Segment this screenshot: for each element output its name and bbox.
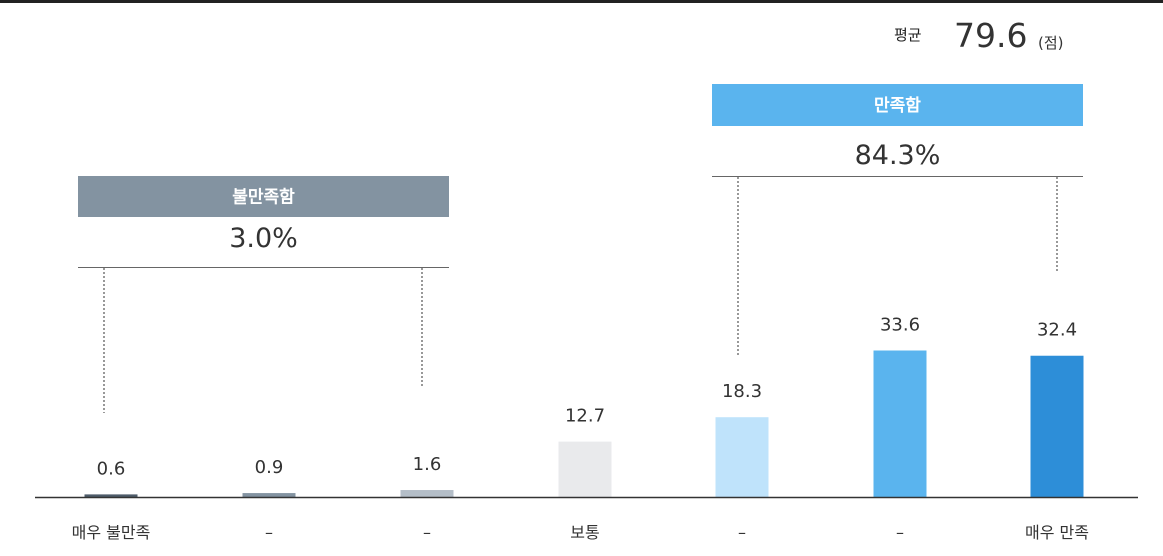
value-label-4: 12.7 [565,406,605,427]
group-percent-2: 84.3% [855,140,941,171]
group-header-1 [78,176,449,217]
bar-5 [715,417,769,497]
group-percent-1: 3.0% [229,223,298,254]
category-label-1: 매우 불만족 [72,523,151,542]
average-unit: (점) [1038,34,1064,52]
bar-1 [84,494,138,497]
category-label-6: – [896,523,904,542]
category-label-4: 보통 [570,523,599,542]
group-label-1: 불만족함 [232,187,295,208]
bar-7 [1030,355,1084,497]
category-label-3: – [423,523,431,542]
value-label-7: 32.4 [1037,320,1077,341]
average-value: 79.6 [954,16,1028,55]
bar-3 [400,490,454,497]
value-label-2: 0.9 [255,457,284,478]
bar-6 [873,350,927,497]
category-label-2: – [265,523,273,542]
bar-2 [242,493,296,497]
average-label: 평균 [894,26,922,44]
category-label-5: – [738,523,746,542]
top-rule [0,0,1163,3]
value-label-6: 33.6 [880,315,920,336]
bar-4 [558,441,612,497]
value-label-5: 18.3 [722,381,762,402]
category-label-7: 매우 만족 [1025,523,1089,542]
group-header-2 [712,84,1083,126]
value-label-3: 1.6 [413,454,442,475]
group-label-2: 만족함 [874,95,921,116]
value-label-1: 0.6 [97,458,126,479]
